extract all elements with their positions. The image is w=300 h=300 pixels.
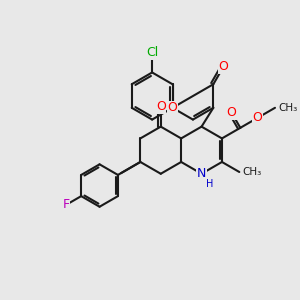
Text: F: F [62,199,70,212]
Text: Cl: Cl [146,46,158,59]
Text: O: O [218,60,228,74]
Text: CH₃: CH₃ [242,167,262,177]
Text: N: N [197,167,206,180]
Text: O: O [156,100,166,113]
Text: O: O [226,106,236,119]
Text: O: O [253,111,262,124]
Text: O: O [168,101,178,114]
Text: CH₃: CH₃ [278,103,297,113]
Text: H: H [206,179,214,189]
